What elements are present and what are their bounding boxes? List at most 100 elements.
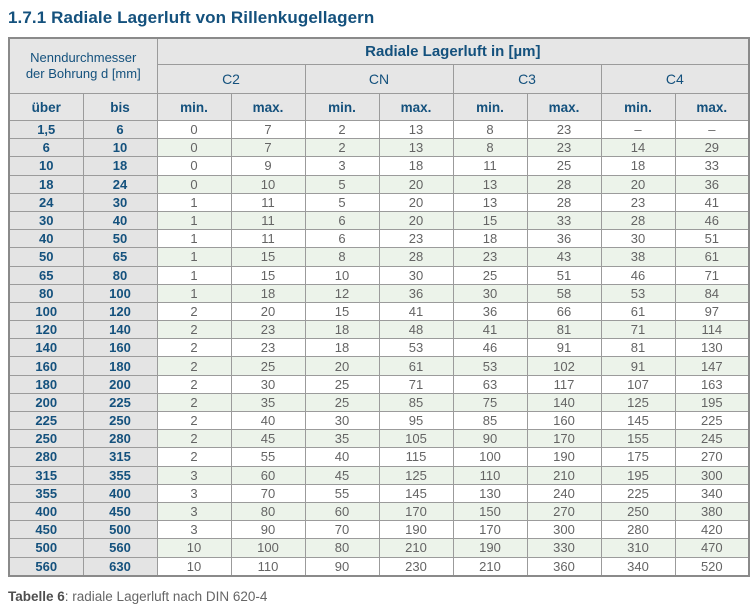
clearance-value-cell: 40 [304, 447, 380, 467]
clearance-value-cell: 25 [230, 356, 306, 376]
header-row-subheaders: über bis min. max. min. max. min. max. m… [8, 93, 750, 121]
bore-diameter-cell: 100 [82, 283, 158, 303]
clearance-value-cell: 2 [156, 338, 232, 358]
clearance-value-cell: 41 [674, 192, 750, 212]
clearance-value-cell: 2 [156, 374, 232, 394]
clearance-value-cell: 60 [304, 501, 380, 522]
clearance-value-cell: 35 [230, 392, 306, 413]
bore-diameter-cell: 315 [8, 465, 84, 485]
clearance-value-cell: 25 [304, 392, 380, 413]
table-row: 180 200 2 30 25 71 63 117 107 163 [8, 374, 750, 394]
table-row: 18 24 0 10 5 20 13 28 20 36 [8, 174, 750, 194]
clearance-value-cell: 0 [156, 138, 232, 158]
clearance-value-cell: 100 [452, 447, 528, 467]
clearance-value-cell: 18 [230, 283, 306, 303]
clearance-value-cell: 1 [156, 265, 232, 285]
clearance-value-cell: 230 [378, 556, 454, 577]
bore-diameter-cell: 65 [82, 247, 158, 267]
clearance-value-cell: 115 [378, 447, 454, 467]
clearance-value-cell: 145 [378, 483, 454, 503]
clearance-value-cell: 8 [452, 138, 528, 158]
clearance-value-cell: – [674, 119, 750, 140]
table-row: 225 250 2 40 30 95 85 160 145 225 [8, 410, 750, 431]
clearance-value-cell: 3 [156, 465, 232, 485]
clearance-value-cell: 240 [526, 483, 602, 503]
bore-diameter-cell: 18 [8, 174, 84, 194]
clearance-value-cell: 130 [452, 483, 528, 503]
table-header: Nenndurchmesser der Bohrung d [mm] Radia… [8, 37, 750, 121]
table-row: 6 10 0 7 2 13 8 23 14 29 [8, 138, 750, 158]
table-row: 10 18 0 9 3 18 11 25 18 33 [8, 156, 750, 176]
c2-max-column-header: max. [230, 93, 306, 121]
clearance-value-cell: 3 [156, 483, 232, 503]
bore-diameter-cell: 40 [8, 229, 84, 249]
clearance-value-cell: 45 [304, 465, 380, 485]
clearance-value-cell: 3 [156, 520, 232, 540]
clearance-value-cell: 46 [452, 338, 528, 358]
clearance-value-cell: 91 [600, 356, 676, 376]
bore-diameter-group-header: Nenndurchmesser der Bohrung d [mm] [8, 37, 158, 94]
c4-min-column-header: min. [600, 93, 676, 121]
to-column-header: bis [82, 93, 158, 121]
table-row: 40 50 1 11 6 23 18 36 30 51 [8, 229, 750, 249]
clearance-value-cell: 55 [230, 447, 306, 467]
clearance-value-cell: 85 [378, 392, 454, 413]
table-row: 250 280 2 45 35 105 90 170 155 245 [8, 429, 750, 449]
clearance-value-cell: 23 [526, 119, 602, 140]
clearance-value-cell: 18 [378, 156, 454, 176]
bore-header-line2: der Bohrung d [mm] [25, 66, 141, 81]
clearance-value-cell: 61 [600, 301, 676, 322]
clearance-value-cell: 145 [600, 410, 676, 431]
clearance-value-cell: 20 [378, 192, 454, 212]
clearance-value-cell: 95 [378, 410, 454, 431]
bore-diameter-cell: 160 [82, 338, 158, 358]
clearance-value-cell: 102 [526, 356, 602, 376]
bearing-clearance-table: Nenndurchmesser der Bohrung d [mm] Radia… [8, 37, 751, 577]
clearance-value-cell: 155 [600, 429, 676, 449]
bore-diameter-cell: 500 [8, 538, 84, 558]
clearance-value-cell: 245 [674, 429, 750, 449]
bore-diameter-cell: 500 [82, 520, 158, 540]
clearance-value-cell: 210 [526, 465, 602, 485]
clearance-value-cell: 300 [526, 520, 602, 540]
clearance-value-cell: 11 [230, 210, 306, 231]
cn-min-column-header: min. [304, 93, 380, 121]
clearance-value-cell: 2 [156, 410, 232, 431]
clearance-value-cell: 40 [230, 410, 306, 431]
clearance-value-cell: 23 [230, 338, 306, 358]
table-row: 140 160 2 23 18 53 46 91 81 130 [8, 338, 750, 358]
clearance-value-cell: 1 [156, 283, 232, 303]
clearance-value-cell: 43 [526, 247, 602, 267]
clearance-value-cell: 13 [452, 192, 528, 212]
clearance-value-cell: 30 [452, 283, 528, 303]
bore-diameter-cell: 315 [82, 447, 158, 467]
clearance-value-cell: 91 [526, 338, 602, 358]
bore-diameter-cell: 40 [82, 210, 158, 231]
clearance-class-c4-header: C4 [600, 64, 750, 94]
clearance-value-cell: 125 [600, 392, 676, 413]
clearance-value-cell: 380 [674, 501, 750, 522]
bore-diameter-cell: 50 [82, 229, 158, 249]
clearance-value-cell: 46 [600, 265, 676, 285]
c4-max-column-header: max. [674, 93, 750, 121]
clearance-value-cell: 33 [526, 210, 602, 231]
clearance-value-cell: 85 [452, 410, 528, 431]
bore-diameter-cell: 1,5 [8, 119, 84, 140]
table-row: 280 315 2 55 40 115 100 190 175 270 [8, 447, 750, 467]
clearance-value-cell: 11 [230, 192, 306, 212]
clearance-value-cell: 30 [600, 229, 676, 249]
table-row: 315 355 3 60 45 125 110 210 195 300 [8, 465, 750, 485]
clearance-value-cell: 45 [230, 429, 306, 449]
clearance-value-cell: 130 [674, 338, 750, 358]
clearance-value-cell: 20 [600, 174, 676, 194]
clearance-class-c2-header: C2 [156, 64, 306, 94]
clearance-value-cell: 61 [378, 356, 454, 376]
bore-diameter-cell: 30 [8, 210, 84, 231]
clearance-value-cell: 13 [452, 174, 528, 194]
bore-diameter-cell: 200 [8, 392, 84, 413]
clearance-value-cell: 7 [230, 138, 306, 158]
clearance-value-cell: 28 [600, 210, 676, 231]
table-row: 24 30 1 11 5 20 13 28 23 41 [8, 192, 750, 212]
clearance-value-cell: 150 [452, 501, 528, 522]
